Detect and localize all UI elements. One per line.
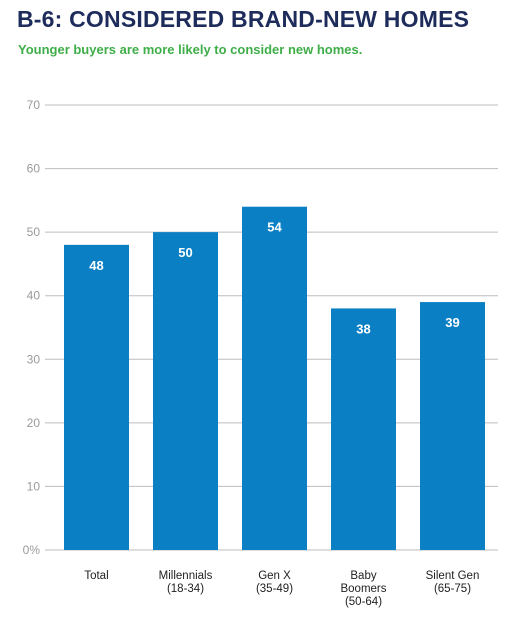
bar-value-label: 54 [267,220,282,235]
y-tick-label: 20 [27,416,41,430]
y-tick-label: 60 [27,162,41,176]
x-category-label: Baby Boomers (50-64) [340,570,386,608]
y-tick-label: 0% [23,543,41,557]
y-tick-label: 50 [27,225,41,239]
x-category-label-line: (65-75) [434,583,471,595]
bar [153,232,218,550]
x-category-label: Silent Gen (65-75) [426,570,480,595]
x-category-label: Millennials (18-34) [159,570,213,595]
chart-subtitle: Younger buyers are more likely to consid… [18,42,363,57]
y-tick-label: 40 [27,289,41,303]
y-tick-label: 30 [27,352,41,366]
chart-title: B-6: CONSIDERED BRAND-NEW HOMES [17,6,470,32]
bar [331,308,396,550]
x-category-label: Total [84,570,108,582]
x-category-label-line: Gen X [258,570,291,582]
x-category-label-line: (50-64) [345,596,382,608]
x-category-label-line: Millennials [159,570,213,582]
y-tick-label: 70 [27,98,41,112]
bar [242,206,307,550]
bar-value-label: 48 [89,258,103,273]
bar-value-label: 50 [178,245,192,260]
y-tick-label: 10 [27,479,41,493]
bar-value-label: 38 [356,321,370,336]
x-category-label-line: Total [84,570,108,582]
bar [64,244,129,550]
x-category-label-line: Silent Gen [426,570,480,582]
x-category-label-line: (35-49) [256,583,293,595]
bar-value-label: 39 [445,315,459,330]
bar [420,302,485,550]
x-category-label-line: Boomers [340,583,386,595]
x-category-label-line: Baby [350,570,376,582]
x-category-label-line: (18-34) [167,583,204,595]
x-category-label: Gen X (35-49) [256,570,293,595]
